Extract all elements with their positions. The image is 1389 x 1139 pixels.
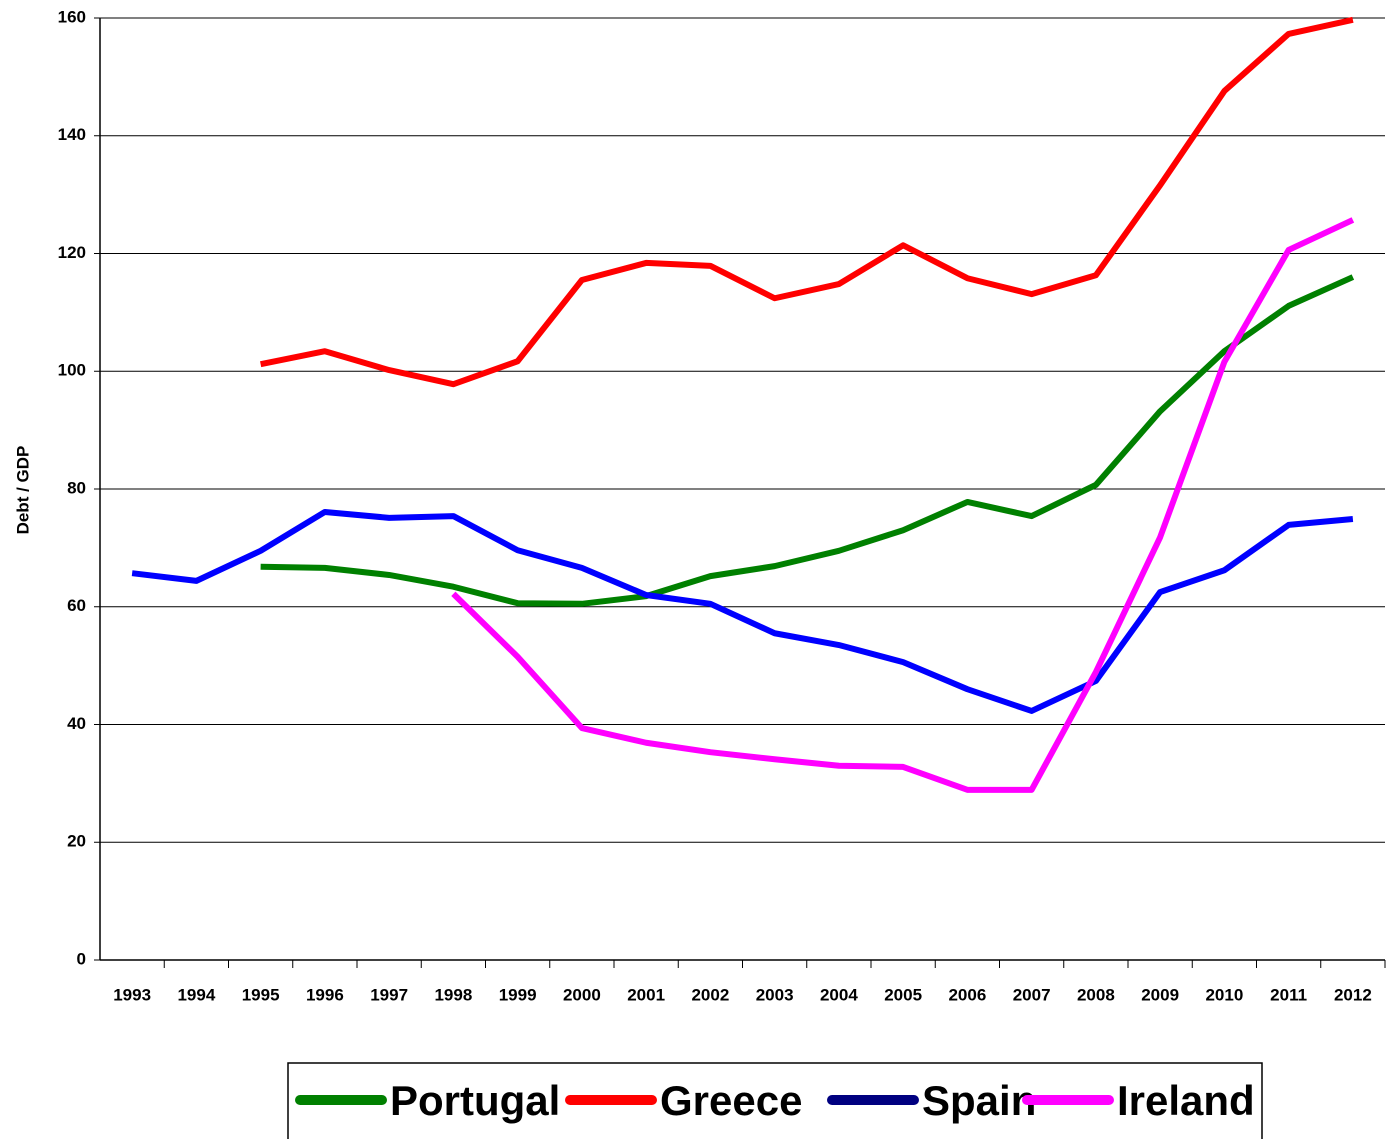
y-tick-label: 120 [58, 243, 86, 262]
x-tick-label: 1997 [370, 985, 408, 1004]
x-tick-label: 2006 [948, 985, 986, 1004]
y-tick-label: 40 [67, 714, 86, 733]
x-tick-label: 1999 [499, 985, 537, 1004]
x-tick-label: 2002 [691, 985, 729, 1004]
series-line [260, 16, 1354, 388]
y-tick-label: 100 [58, 361, 86, 380]
y-axis-label: Debt / GDP [13, 446, 32, 535]
legend-label: Ireland [1117, 1077, 1255, 1124]
y-tick-label: 0 [77, 949, 86, 968]
x-tick-label: 1998 [434, 985, 472, 1004]
series-line [451, 217, 1355, 793]
legend-label: Greece [660, 1077, 802, 1124]
x-tick-label: 2010 [1205, 985, 1243, 1004]
x-tick-label: 2000 [563, 985, 601, 1004]
y-tick-label: 140 [58, 125, 86, 144]
x-tick-label: 2003 [756, 985, 794, 1004]
y-tick-label: 60 [67, 596, 86, 615]
y-tick-label: 80 [67, 478, 86, 497]
legend-label: Portugal [390, 1077, 560, 1124]
x-tick-label: 1994 [177, 985, 215, 1004]
legend-label: Spain [922, 1077, 1036, 1124]
x-tick-label: 1996 [306, 985, 344, 1004]
x-tick-label: 2004 [820, 985, 858, 1004]
x-tick-label: 2007 [1013, 985, 1051, 1004]
series-line [260, 274, 1355, 607]
x-tick-label: 2005 [884, 985, 922, 1004]
x-tick-label: 2012 [1334, 985, 1372, 1004]
x-tick-label: 2011 [1270, 985, 1307, 1004]
y-tick-label: 20 [67, 832, 86, 851]
x-tick-label: 2009 [1141, 985, 1179, 1004]
x-tick-label: 2008 [1077, 985, 1115, 1004]
x-tick-label: 1995 [242, 985, 280, 1004]
series-line [131, 508, 1354, 714]
x-tick-label: 1993 [113, 985, 151, 1004]
y-tick-label: 160 [58, 7, 86, 26]
x-tick-label: 2001 [627, 985, 665, 1004]
